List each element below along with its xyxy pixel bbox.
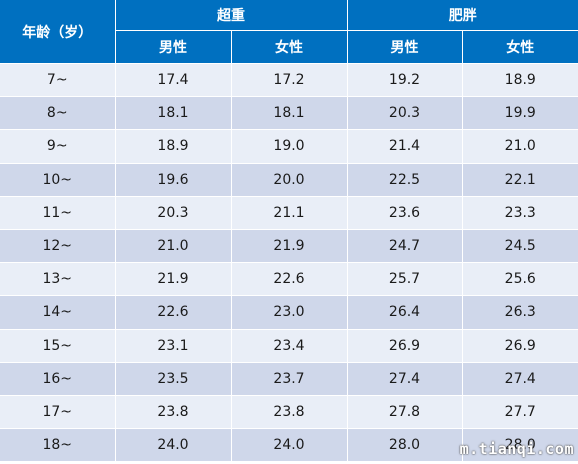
obese-female-cell: 23.3	[462, 196, 578, 230]
table-row: 13~ 21.9 22.6 25.7 25.6	[0, 262, 578, 297]
table-row: 16~ 23.5 23.7 27.4 27.4	[0, 362, 578, 396]
table-row: 7~ 17.4 17.2 19.2 18.9	[0, 63, 578, 98]
overweight-male-cell: 23.8	[115, 395, 232, 430]
obese-female-cell: 18.9	[462, 63, 578, 98]
obese-female-cell: 26.9	[462, 329, 578, 363]
table-header: 年龄（岁） 超重 肥胖 男性 女性 男性 女性	[0, 0, 578, 64]
obese-female-cell: 27.7	[462, 395, 578, 430]
watermark: m.tianqi.com	[459, 440, 574, 458]
overweight-female-cell: 18.1	[231, 96, 348, 131]
overweight-male-cell: 21.9	[115, 262, 232, 297]
obese-female-cell: 27.4	[462, 362, 578, 396]
obese-female-cell: 19.9	[462, 96, 578, 131]
overweight-male-cell: 18.9	[115, 129, 232, 164]
obese-male-cell: 27.8	[347, 395, 463, 430]
obese-female-cell: 28.0	[462, 428, 578, 463]
overweight-group-header: 超重	[115, 0, 348, 31]
obese-male-cell: 22.5	[347, 163, 463, 197]
overweight-male-cell: 23.5	[115, 362, 232, 396]
overweight-male-cell: 18.1	[115, 96, 232, 131]
table-row: 9~ 18.9 19.0 21.4 21.0	[0, 129, 578, 164]
age-cell: 15~	[0, 329, 116, 363]
age-cell: 13~	[0, 262, 116, 297]
overweight-male-cell: 24.0	[115, 428, 232, 463]
obese-female-cell: 25.6	[462, 262, 578, 297]
age-cell: 16~	[0, 362, 116, 396]
overweight-female-header: 女性	[231, 30, 348, 64]
obese-male-cell: 23.6	[347, 196, 463, 230]
overweight-male-cell: 21.0	[115, 229, 232, 264]
table-row: 18~ 24.0 24.0 28.0 28.0	[0, 428, 578, 463]
obese-female-cell: 22.1	[462, 163, 578, 197]
obese-male-cell: 26.4	[347, 295, 463, 330]
overweight-female-cell: 23.7	[231, 362, 348, 396]
obese-female-cell: 21.0	[462, 129, 578, 164]
obese-male-cell: 27.4	[347, 362, 463, 396]
overweight-male-cell: 17.4	[115, 63, 232, 98]
overweight-male-cell: 22.6	[115, 295, 232, 330]
table-row: 12~ 21.0 21.9 24.7 24.5	[0, 229, 578, 264]
overweight-female-cell: 20.0	[231, 163, 348, 197]
age-column-header: 年龄（岁）	[0, 0, 116, 64]
age-cell: 10~	[0, 163, 116, 197]
obese-male-header: 男性	[347, 30, 463, 64]
age-cell: 18~	[0, 428, 116, 463]
table-row: 17~ 23.8 23.8 27.8 27.7	[0, 395, 578, 430]
table-row: 8~ 18.1 18.1 20.3 19.9	[0, 96, 578, 131]
age-cell: 12~	[0, 229, 116, 264]
overweight-female-cell: 24.0	[231, 428, 348, 463]
obese-male-cell: 24.7	[347, 229, 463, 264]
table-row: 10~ 19.6 20.0 22.5 22.1	[0, 163, 578, 197]
obese-female-cell: 24.5	[462, 229, 578, 264]
overweight-female-cell: 21.9	[231, 229, 348, 264]
obese-male-cell: 25.7	[347, 262, 463, 297]
overweight-female-cell: 23.8	[231, 395, 348, 430]
obese-male-cell: 20.3	[347, 96, 463, 131]
header-row-sex: 男性 女性 男性 女性	[0, 30, 578, 64]
overweight-female-cell: 21.1	[231, 196, 348, 230]
table-row: 15~ 23.1 23.4 26.9 26.9	[0, 329, 578, 363]
table-row: 11~ 20.3 21.1 23.6 23.3	[0, 196, 578, 230]
overweight-female-cell: 23.4	[231, 329, 348, 363]
age-cell: 8~	[0, 96, 116, 131]
age-cell: 11~	[0, 196, 116, 230]
age-cell: 9~	[0, 129, 116, 164]
age-cell: 7~	[0, 63, 116, 98]
obese-male-cell: 26.9	[347, 329, 463, 363]
obese-group-header: 肥胖	[347, 0, 578, 31]
overweight-female-cell: 22.6	[231, 262, 348, 297]
obese-male-cell: 19.2	[347, 63, 463, 98]
obese-female-header: 女性	[462, 30, 578, 64]
table-row: 14~ 22.6 23.0 26.4 26.3	[0, 295, 578, 330]
overweight-female-cell: 17.2	[231, 63, 348, 98]
overweight-male-cell: 20.3	[115, 196, 232, 230]
age-cell: 14~	[0, 295, 116, 330]
header-row-groups: 年龄（岁） 超重 肥胖	[0, 0, 578, 64]
overweight-male-cell: 23.1	[115, 329, 232, 363]
overweight-female-cell: 19.0	[231, 129, 348, 164]
obese-male-cell: 28.0	[347, 428, 463, 463]
obese-male-cell: 21.4	[347, 129, 463, 164]
overweight-male-cell: 19.6	[115, 163, 232, 197]
overweight-female-cell: 23.0	[231, 295, 348, 330]
table-body: 7~ 17.4 17.2 19.2 18.9 8~ 18.1 18.1 20.3 19.9 9~ 18…	[0, 63, 578, 463]
age-cell: 17~	[0, 395, 116, 430]
obese-female-cell: 26.3	[462, 295, 578, 330]
overweight-male-header: 男性	[115, 30, 232, 64]
